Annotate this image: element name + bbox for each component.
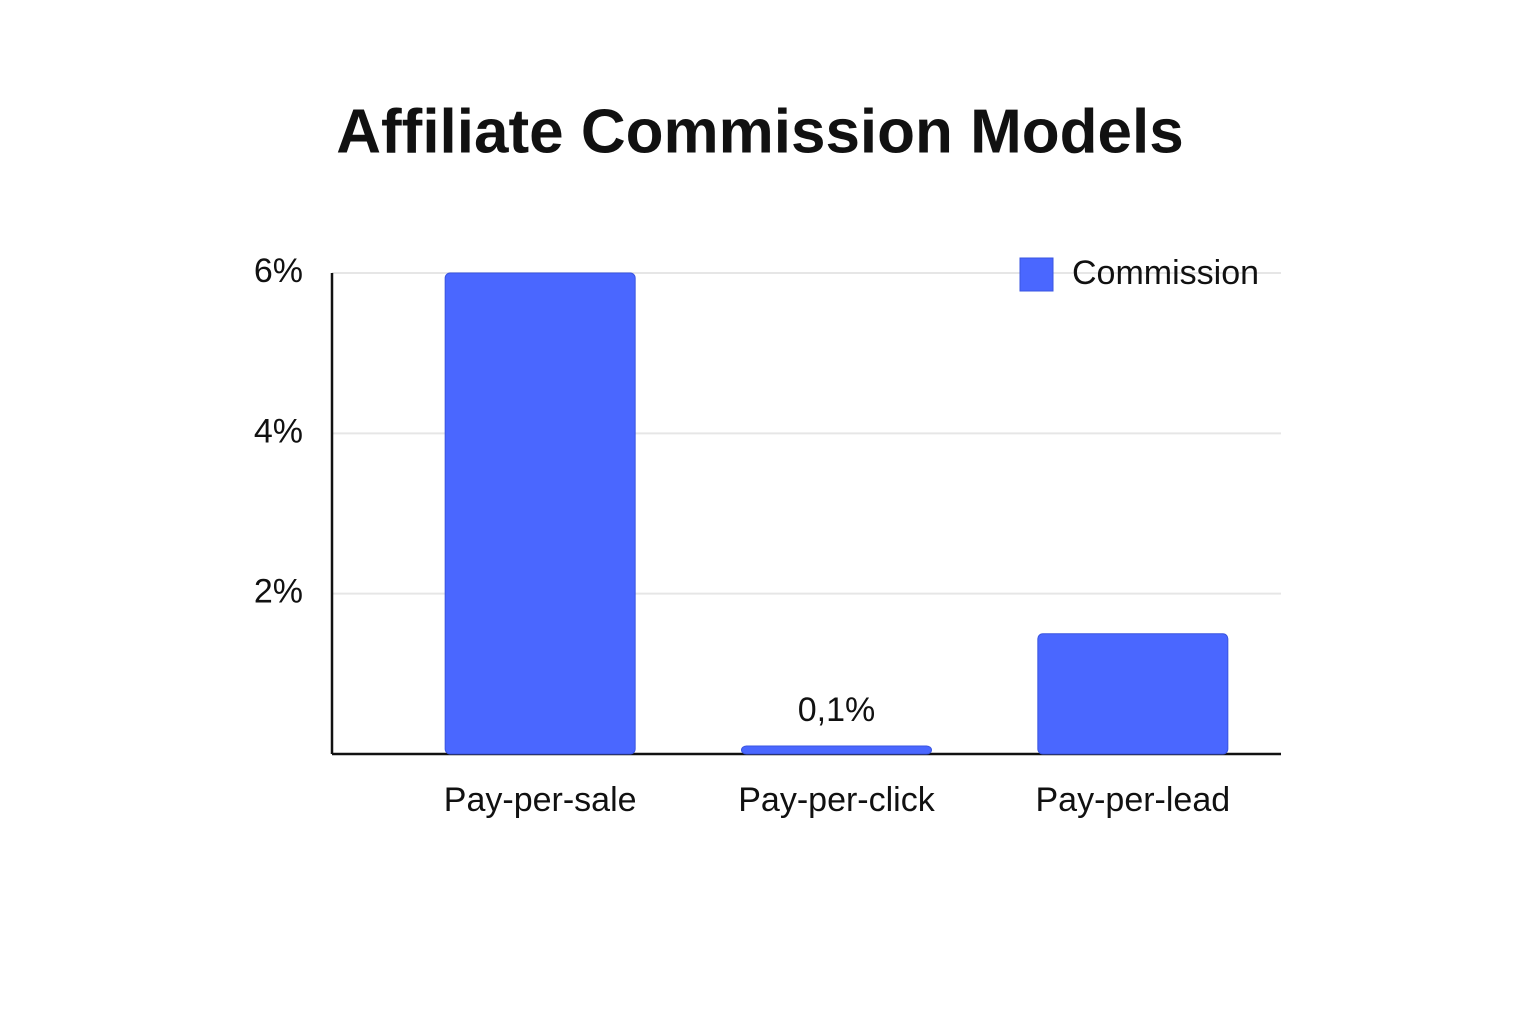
x-tick-label: Pay-per-click (738, 781, 935, 819)
legend-label: Commission (1072, 254, 1259, 292)
x-tick-label: Pay-per-lead (1036, 781, 1231, 819)
y-tick-label: 6% (254, 252, 303, 290)
value-label: 0,1% (798, 691, 876, 729)
y-tick-label: 4% (254, 412, 303, 450)
x-tick-label: Pay-per-sale (444, 781, 637, 819)
legend-swatch (1019, 257, 1054, 292)
chart-title: Affiliate Commission Models (336, 97, 1183, 166)
bar (444, 272, 636, 755)
bar (741, 745, 932, 755)
y-tick-label: 2% (254, 573, 303, 611)
bar (1037, 633, 1229, 755)
